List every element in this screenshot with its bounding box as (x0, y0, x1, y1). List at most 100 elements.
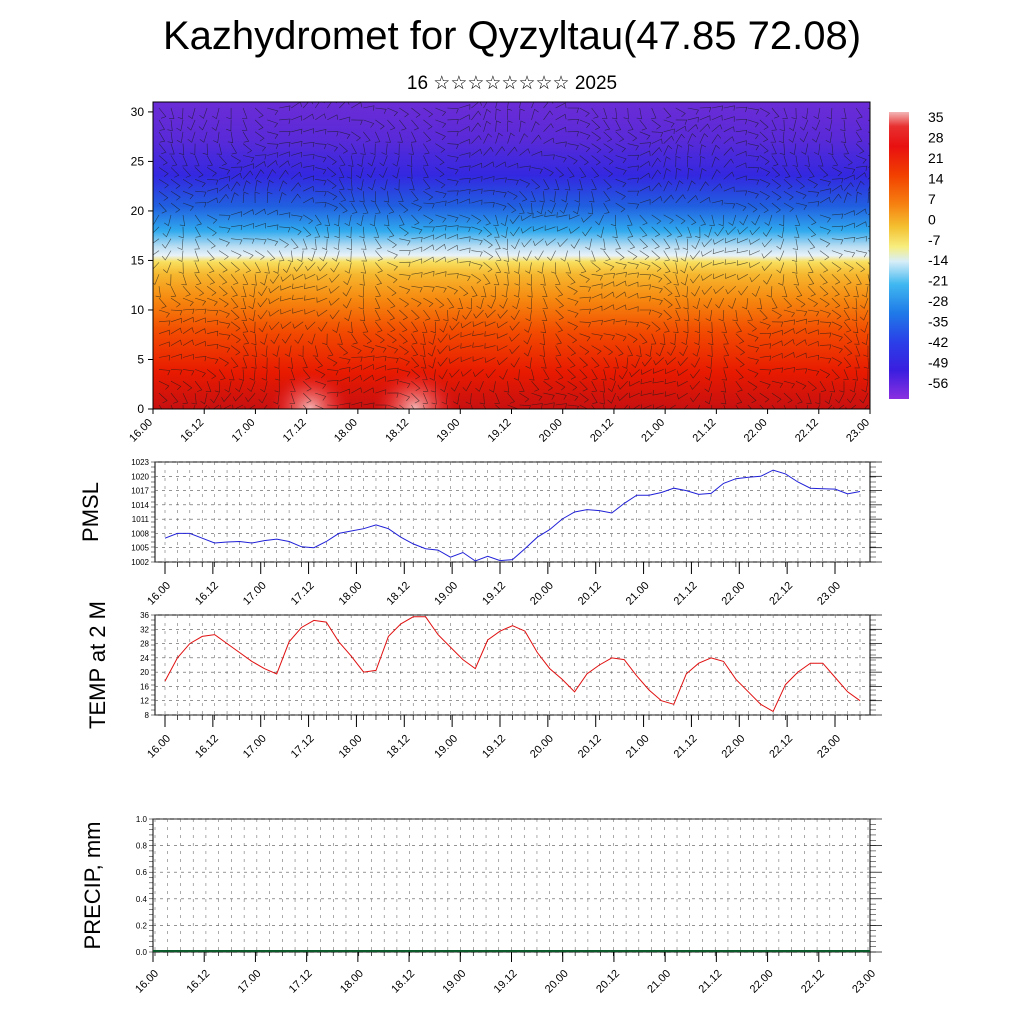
heatmap-field (153, 102, 870, 409)
temp-y-tick-label: 24 (140, 654, 149, 663)
temp-y-tick-label: 36 (140, 611, 149, 620)
pmsl-series-line (164, 469, 861, 562)
pmsl-x-tick-label: 19.00 (432, 580, 460, 608)
precip-y-tick-label: 0.4 (136, 895, 148, 904)
temp-x-tick-label: 22.00 (719, 733, 747, 761)
heatmap-x-tick-label: 17.00 (230, 417, 258, 445)
colorbar-gradient (889, 112, 909, 399)
heatmap-x-tick-label: 21.00 (639, 417, 667, 445)
temp-x-tick-label: 21.00 (624, 733, 652, 761)
temp-x-tick-label: 17.12 (289, 733, 317, 761)
temp-x-tick-label: 20.00 (528, 733, 556, 761)
heatmap-y-tick-label: 25 (131, 154, 145, 168)
precip-y-tick-label: 1.0 (136, 815, 148, 824)
colorbar-label: 35 (928, 109, 944, 125)
temp-y-tick-label: 8 (145, 711, 150, 720)
pmsl-y-tick-label: 1002 (131, 558, 149, 567)
pmsl-y-tick-label: 1008 (131, 529, 149, 538)
pmsl-y-tick-label: 1014 (131, 501, 149, 510)
precip-x-tick-label: 21.12 (697, 968, 725, 996)
precip-panel: 0.0 0.2 0.4 0.6 0.8 1.0 16.00 16.12 17.00 17.12 18… (80, 815, 882, 996)
temp-y-tick-label: 20 (140, 668, 149, 677)
precip-x-tick-label: 18.12 (389, 968, 417, 996)
pmsl-x-tick-label: 20.12 (576, 580, 604, 608)
pmsl-x-tick-label: 22.00 (719, 580, 747, 608)
precip-x-tick-label: 22.00 (748, 968, 776, 996)
heatmap-x-tick-label: 16.00 (127, 417, 155, 445)
precip-y-tick-label: 0.2 (136, 921, 148, 930)
precip-x-tick-label: 21.00 (645, 968, 673, 996)
pmsl-x-tick-label: 20.00 (528, 580, 556, 608)
pmsl-y-tick-label: 1011 (132, 515, 150, 524)
precip-x-tick-label: 20.00 (543, 968, 571, 996)
colorbar-label: -21 (928, 273, 948, 289)
chart-subtitle: 16 ☆☆☆☆☆☆☆☆ 2025 (406, 73, 618, 94)
temp-y-tick-label: 12 (140, 697, 149, 706)
temp-x-tick-label: 23.00 (815, 733, 843, 761)
pmsl-y-tick-label: 1020 (131, 472, 149, 481)
pmsl-x-tick-label: 18.12 (384, 580, 412, 608)
heatmap-y-tick-label: 30 (131, 105, 145, 119)
heatmap-x-tick-label: 22.00 (742, 417, 770, 445)
temp-x-tick-label: 16.12 (193, 733, 221, 761)
pmsl-y-tick-label: 1017 (131, 487, 149, 496)
pmsl-x-tick-label: 18.00 (337, 580, 365, 608)
precip-x-tick-label: 16.00 (133, 968, 161, 996)
pmsl-y-tick-label: 1005 (131, 544, 149, 553)
pmsl-x-tick-label: 17.12 (289, 580, 317, 608)
precip-y-tick-label: 0.0 (136, 948, 148, 957)
temp-x-tick-label: 18.00 (337, 733, 365, 761)
colorbar-label: 7 (928, 191, 936, 207)
temp-x-tick-label: 18.12 (384, 733, 412, 761)
precip-x-tick-label: 18.00 (338, 968, 366, 996)
pmsl-x-tick-label: 21.12 (672, 580, 700, 608)
heatmap-x-tick-label: 22.12 (793, 417, 821, 445)
colorbar-label: -56 (928, 375, 948, 391)
heatmap-x-tick-label: 16.12 (178, 417, 206, 445)
colorbar-label: -42 (928, 334, 948, 350)
precip-x-tick-label: 17.00 (236, 968, 264, 996)
colorbar: 35 28 21 14 7 0 -7 -14 -21 -28 -35 -42 -49 -56 (889, 109, 948, 399)
precip-x-tick-label: 23.00 (850, 968, 878, 996)
pmsl-y-tick-label: 1023 (131, 458, 149, 467)
pmsl-x-tick-label: 22.12 (767, 580, 795, 608)
temp-y-axis-label: TEMP at 2 M (85, 601, 110, 729)
pmsl-x-tick-label: 17.00 (241, 580, 269, 608)
precip-y-tick-label: 0.8 (136, 842, 148, 851)
heatmap-x-tick-label: 19.12 (486, 417, 514, 445)
temp-y-tick-label: 28 (140, 640, 149, 649)
precip-y-tick-label: 0.6 (136, 868, 148, 877)
pmsl-y-axis-label: PMSL (78, 482, 103, 542)
heatmap-x-tick-label: 18.00 (332, 417, 360, 445)
heatmap-x-tick-label: 17.12 (281, 417, 309, 445)
precip-x-tick-label: 22.12 (799, 968, 827, 996)
colorbar-label: -28 (928, 293, 948, 309)
precip-x-tick-label: 19.12 (492, 968, 520, 996)
pmsl-x-tick-label: 23.00 (815, 580, 843, 608)
colorbar-label: -49 (928, 355, 948, 371)
pmsl-x-tick-label: 21.00 (624, 580, 652, 608)
heatmap-x-tick-label: 23.00 (844, 417, 872, 445)
heatmap-y-tick-label: 15 (131, 253, 145, 267)
colorbar-label: 21 (928, 150, 944, 166)
colorbar-labels: 35 28 21 14 7 0 -7 -14 -21 -28 -35 -42 -49 -56 (928, 109, 948, 391)
heatmap-x-tick-label: 18.12 (383, 417, 411, 445)
colorbar-label: 14 (928, 170, 944, 186)
heatmap-x-tick-label: 20.12 (588, 417, 616, 445)
precip-x-tick-label: 19.00 (440, 968, 468, 996)
precip-x-tick-label: 16.12 (184, 968, 212, 996)
heatmap-y-tick-label: 5 (137, 352, 144, 366)
pmsl-x-tick-label: 19.12 (480, 580, 508, 608)
colorbar-label: -14 (928, 252, 948, 268)
temp-x-tick-label: 20.12 (576, 733, 604, 761)
temp-x-tick-label: 16.00 (145, 733, 173, 761)
temp-y-tick-label: 16 (140, 682, 149, 691)
temp-x-tick-label: 19.00 (432, 733, 460, 761)
colorbar-label: 0 (928, 211, 936, 227)
heatmap-warm-spot-2 (371, 368, 459, 409)
heatmap-y-tick-label: 0 (137, 402, 144, 416)
temp-series-line (164, 616, 861, 713)
temp-x-tick-label: 22.12 (767, 733, 795, 761)
temp-x-tick-label: 17.00 (241, 733, 269, 761)
